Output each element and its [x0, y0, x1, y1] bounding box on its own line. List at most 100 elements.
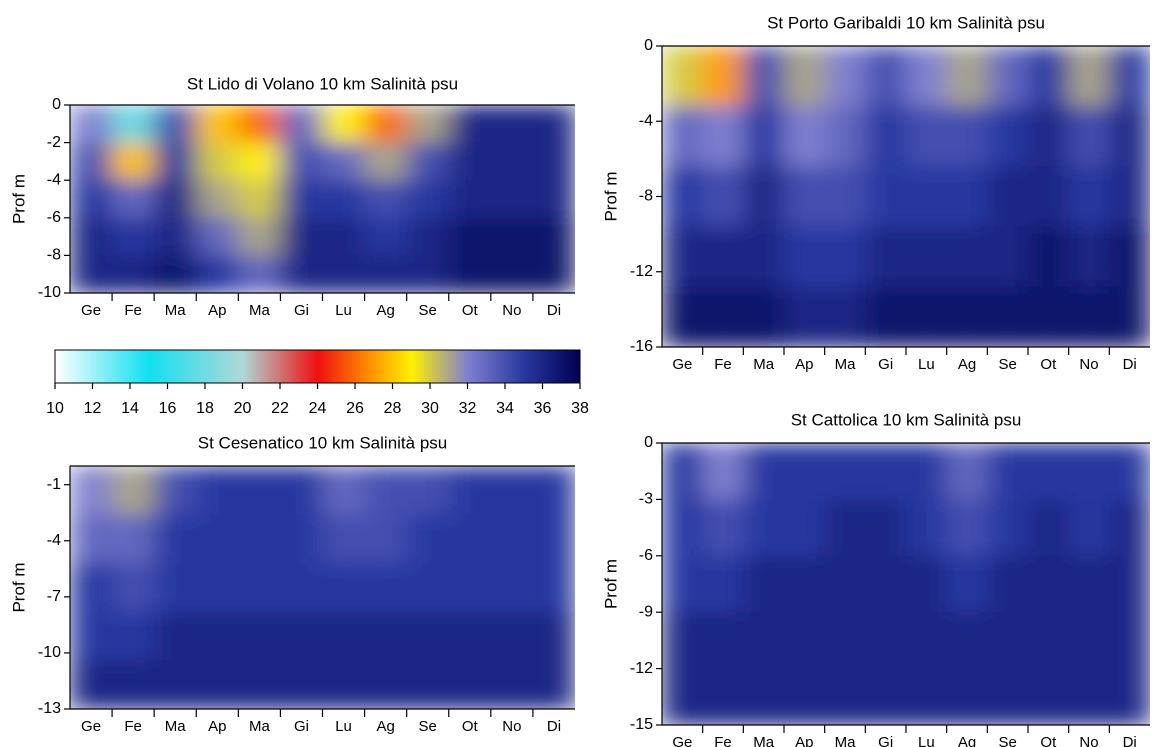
x-tick-label: Lu: [918, 734, 935, 747]
heat-cell: [448, 514, 492, 564]
heat-cell: [490, 660, 534, 709]
heat-cell: [322, 255, 366, 293]
heatmap-cells: [70, 105, 575, 293]
heat-cell: [824, 226, 866, 288]
heat-cell: [824, 668, 866, 725]
heatmap: [70, 105, 575, 293]
heat-cell: [702, 166, 744, 228]
heat-cell: [70, 142, 113, 181]
y-tick-label: -16: [630, 338, 653, 355]
heatmap-cells: [70, 466, 575, 709]
heat-cell: [238, 255, 282, 293]
heat-cell: [906, 46, 948, 107]
heat-cell: [987, 555, 1029, 613]
x-tick-label: Ge: [672, 734, 692, 747]
heat-cell: [784, 46, 826, 107]
heat-cell: [784, 106, 826, 167]
colorbar-tick-label: 36: [534, 400, 552, 417]
chart-title: St Cattolica 10 km Salinità psu: [791, 410, 1022, 429]
heat-cell: [946, 499, 988, 557]
heat-cell: [406, 180, 450, 219]
heat-cell: [112, 466, 155, 516]
x-tick-label: Di: [547, 302, 561, 319]
heat-cell: [865, 555, 907, 613]
heat-cell: [1068, 166, 1110, 228]
x-tick-label: Se: [998, 734, 1016, 747]
x-tick-label: Di: [1123, 734, 1137, 747]
heat-cell: [1028, 166, 1070, 228]
heat-cell: [743, 499, 785, 557]
heat-cell: [112, 105, 155, 144]
heat-cell: [364, 217, 408, 256]
heat-cell: [532, 217, 575, 256]
colorbar-tick-label: 20: [234, 400, 252, 417]
heatmap: [70, 466, 575, 709]
heat-cell: [824, 46, 866, 107]
heat-cell: [743, 226, 785, 288]
heat-cell: [865, 46, 907, 107]
heat-cell: [280, 563, 324, 613]
heat-cell: [532, 180, 575, 219]
heat-cell: [448, 180, 492, 219]
heat-cell: [987, 166, 1029, 228]
heat-cell: [1028, 106, 1070, 167]
heat-cell: [70, 611, 113, 661]
x-tick-label: Fe: [124, 302, 142, 319]
heat-cell: [364, 466, 408, 516]
heat-cell: [987, 668, 1029, 725]
heat-cell: [490, 142, 534, 181]
colorbar-tick-label: 14: [121, 400, 139, 417]
heat-cell: [743, 555, 785, 613]
heat-cell: [154, 563, 197, 613]
heat-cell: [196, 217, 239, 256]
x-tick-label: Se: [998, 356, 1016, 373]
heat-cell: [112, 142, 155, 181]
heat-cell: [112, 180, 155, 219]
heat-cell: [662, 46, 704, 107]
heat-cell: [987, 286, 1029, 347]
heat-cell: [364, 563, 408, 613]
y-axis-label: Prof m: [601, 559, 620, 609]
heat-cell: [70, 105, 113, 144]
x-tick-label: Fe: [124, 718, 142, 735]
heat-cell: [490, 255, 534, 293]
x-tick-label: Ma: [835, 734, 856, 747]
heat-cell: [238, 611, 282, 661]
heat-cell: [448, 611, 492, 661]
x-tick-label: Se: [419, 718, 437, 735]
heat-cell: [1109, 443, 1150, 500]
heat-cell: [154, 180, 197, 219]
heat-cell: [824, 612, 866, 670]
heat-cell: [322, 180, 366, 219]
heat-cell: [196, 611, 239, 661]
heat-cell: [70, 563, 113, 613]
x-tick-label: Gi: [294, 718, 309, 735]
colorbar-tick-label: 28: [384, 400, 402, 417]
y-tick-label: -15: [630, 716, 653, 733]
chart-title: St Cesenatico 10 km Salinità psu: [198, 433, 447, 452]
x-tick-label: No: [1079, 734, 1098, 747]
x-tick-label: Gi: [294, 302, 309, 319]
heat-cell: [532, 514, 575, 564]
heat-cell: [784, 443, 826, 500]
heat-cell: [448, 660, 492, 709]
heat-cell: [1109, 668, 1150, 725]
y-tick-label: -3: [639, 491, 653, 508]
x-tick-label: Ap: [795, 356, 813, 373]
heat-cell: [280, 142, 324, 181]
heat-cell: [702, 286, 744, 347]
heatmap: [662, 443, 1150, 725]
x-tick-label: Lu: [335, 302, 352, 319]
heat-cell: [490, 611, 534, 661]
heat-cell: [364, 514, 408, 564]
x-tick-label: Ot: [1040, 356, 1057, 373]
heat-cell: [490, 105, 534, 144]
heat-cell: [906, 286, 948, 347]
heat-cell: [406, 660, 450, 709]
y-axis-label: Prof m: [9, 562, 28, 612]
x-tick-label: Se: [419, 302, 437, 319]
heat-cell: [1028, 286, 1070, 347]
y-tick-label: -13: [38, 700, 61, 717]
x-tick-label: Ma: [753, 734, 774, 747]
